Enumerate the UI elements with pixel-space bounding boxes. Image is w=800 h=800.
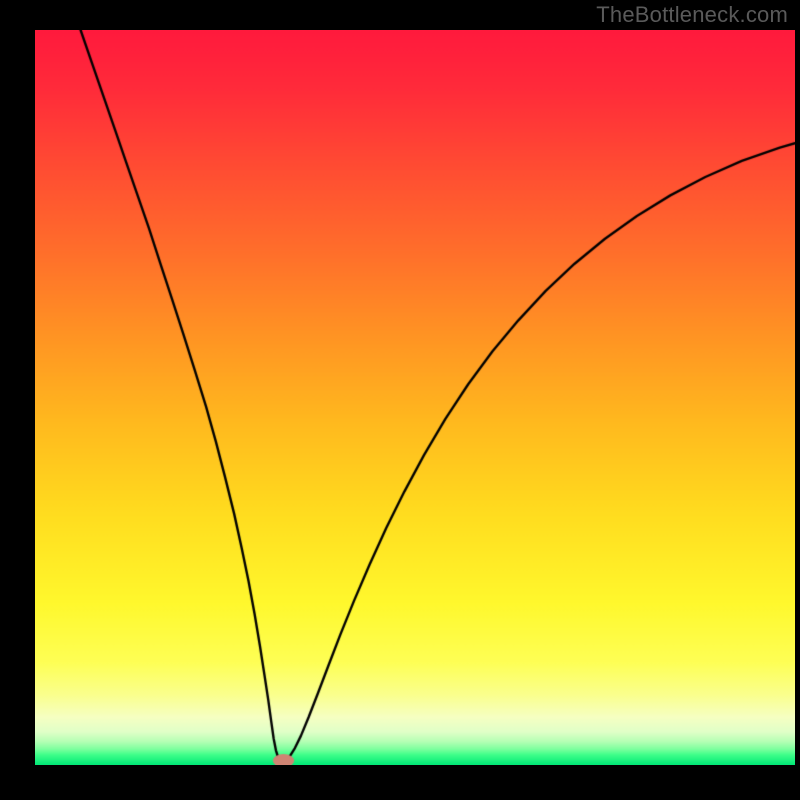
plot-area: [35, 30, 795, 765]
watermark-text: TheBottleneck.com: [596, 2, 788, 28]
minimum-marker: [35, 30, 795, 765]
